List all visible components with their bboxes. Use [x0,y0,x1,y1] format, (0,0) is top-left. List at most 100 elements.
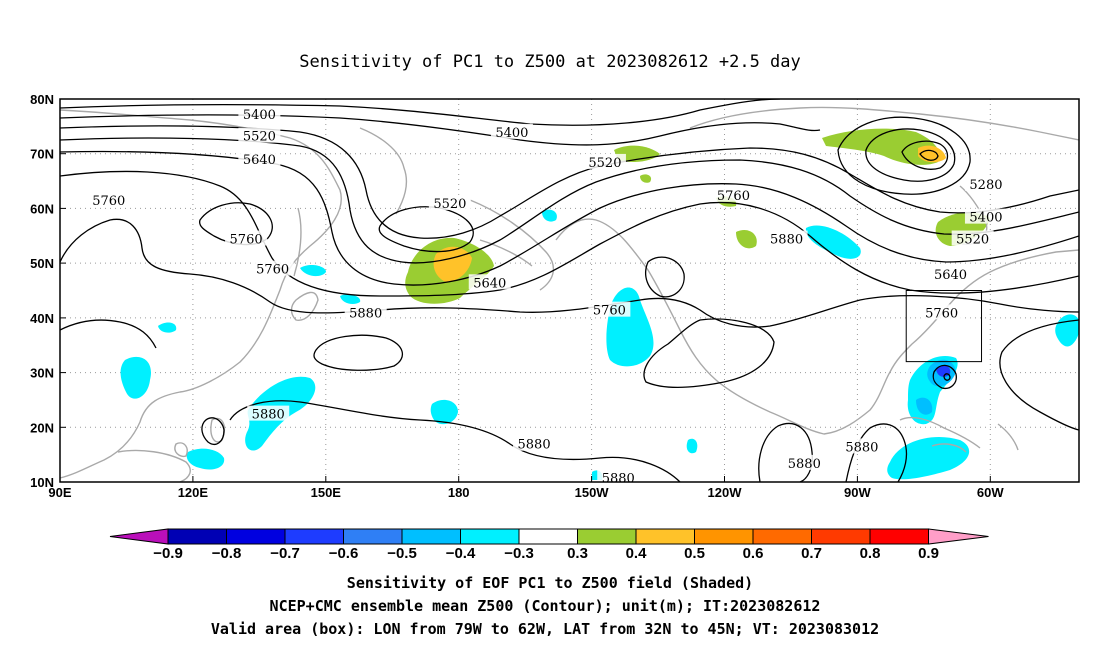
contour-line [60,99,781,126]
colorbar-tick-label: 0.9 [918,545,939,562]
contour-label: 5880 [518,438,551,453]
colorbar-tick-label: −0.5 [387,545,417,562]
contour-label: 5880 [788,457,821,472]
contour-label: 5880 [845,440,878,455]
negative-sensitivity-area [805,225,861,259]
colorbar-bin [401,528,461,545]
contour-label-background [929,266,972,282]
contour-label-background [964,175,1007,191]
lon-tick-label: 180 [448,485,470,500]
negative-sensitivity-area [340,294,361,304]
coastline [60,109,342,479]
contour-label-background [344,304,387,320]
colorbar-bin [343,528,403,545]
lat-tick-label: 30N [30,366,54,381]
negative-sensitivity-area [186,448,225,470]
colorbar-tick-label: −0.4 [446,545,476,562]
coastlines [60,106,1079,482]
contour-label-background [588,301,631,317]
contour-label-background [468,274,511,290]
coastline [555,218,1079,435]
contour-label-background [712,186,755,202]
lat-tick-label: 40N [30,311,54,326]
sensitivity-shading [120,128,1079,480]
coastline [469,199,555,291]
map-frame [59,98,1080,483]
negative-sensitivity-area [300,265,326,277]
coastline [689,106,1079,141]
z500-contours [60,99,1079,482]
negative-sensitivity-area [686,438,698,454]
map-content: 5400 5520 5640 5400 5520 5520 5760 5760 5760 5640… [60,99,1079,482]
contour-label: 5400 [969,211,1002,226]
lon-tick-label: 150W [575,485,610,500]
contour-label: 5520 [243,130,276,145]
figure-title: Sensitivity of PC1 to Z500 at 2023082612… [299,52,801,72]
contour-line [60,125,1079,239]
valid-area-box [905,290,983,363]
colorbar-tick-label: 0.6 [743,545,764,562]
contour-label: 5520 [588,156,621,171]
negative-sensitivity-area [542,209,557,222]
contour-label: 5400 [243,108,276,123]
colorbar-tick-label: −0.8 [212,545,242,562]
lon-tick-label: 150E [311,485,342,500]
lat-tick-label: 70N [30,147,54,162]
lat-tick-label: 80N [30,92,54,107]
contour-label-background [490,123,533,139]
lon-tick-label: 120E [178,485,209,500]
coastline [479,239,533,267]
contour-label: 5880 [252,408,285,423]
colorbar-tick-label: 0.4 [626,545,648,562]
contour-line [932,364,957,390]
colorbar-bin [284,528,344,545]
positive-sensitivity-area [640,174,652,183]
lon-tick-label: 90W [844,485,871,500]
colorbar [109,528,989,545]
negative-sensitivity-area [430,399,458,425]
contour-line [901,140,949,170]
colorbar-bin [577,528,637,545]
colorbar-min-arrow [109,528,169,545]
contour-label: 5760 [717,189,750,204]
colorbar-tick-label: 0.8 [860,545,881,562]
contour-label: 5760 [925,306,958,321]
contour-line [378,206,474,253]
contour-label-background [765,230,808,246]
contour-line [60,319,157,349]
contour-label-background [951,230,994,246]
lon-tick-label: 120W [708,485,743,500]
coastline [359,127,408,215]
lon-tick-label: 90E [48,485,71,500]
colorbar-bin [752,528,812,545]
colorbar-tick-label: −0.9 [153,545,183,562]
contour-label-background [87,192,130,208]
colorbar-bin [811,528,871,545]
coastline [117,449,191,482]
colorbar-tick-label: 0.3 [567,545,588,562]
contour-label: 5880 [349,306,382,321]
contour-label-background [225,230,268,246]
contour-line [201,417,225,445]
colorbar-bin [635,528,695,545]
contour-line [837,116,971,195]
contour-line [198,202,273,246]
contour-label-background [251,260,294,276]
negative-sensitivity-area [887,436,970,480]
lat-tick-label: 20N [30,420,54,435]
caption-line-3: Valid area (box): LON from 79W to 62W, L… [211,620,879,638]
contour-label-background [583,153,626,169]
contour-label: 5640 [473,276,506,291]
colorbar-bin [518,528,578,545]
contour-label-background [840,438,883,454]
colorbar-tick-label: −0.3 [504,545,534,562]
contour-labels: 5400 5520 5640 5400 5520 5520 5760 5760 5760 5640… [87,105,1007,482]
contour-line [60,150,1079,286]
colorbar-max-arrow [928,528,989,545]
contour-line [758,422,813,482]
contour-label: 5520 [956,233,989,248]
colorbar-tick-label: 0.7 [801,545,822,562]
colorbar-tick-label: −0.6 [329,545,359,562]
contour-label-background [238,105,281,121]
